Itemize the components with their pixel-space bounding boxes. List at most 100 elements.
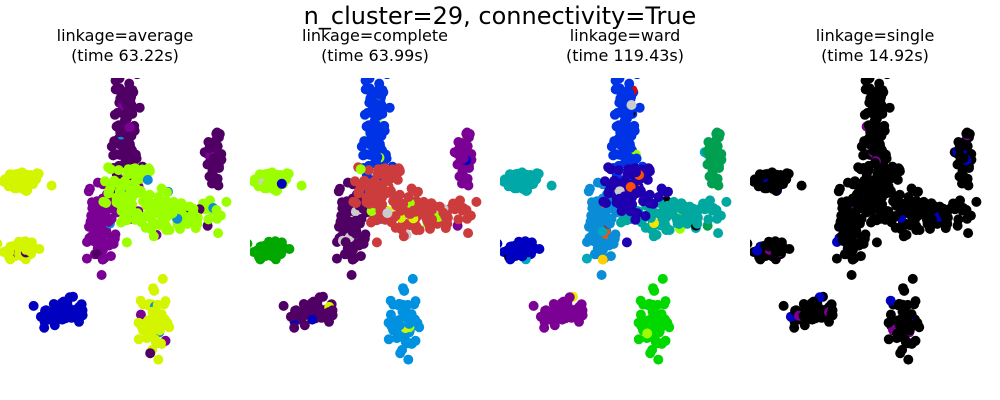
- scatter-point: [153, 354, 164, 365]
- scatter-point: [348, 196, 359, 207]
- scatter-point: [307, 314, 318, 325]
- scatter-point: [48, 310, 59, 321]
- scatter-point: [296, 180, 307, 191]
- scatter-point: [760, 169, 771, 180]
- scatter-point: [600, 215, 611, 226]
- scatter-point: [561, 305, 572, 316]
- scatter-point: [414, 225, 425, 235]
- scatter-point: [712, 127, 723, 138]
- scatter-point: [133, 317, 144, 328]
- scatter-point: [57, 314, 68, 325]
- scatter-point: [271, 185, 282, 196]
- scatter-point: [654, 318, 664, 329]
- scatter-point: [153, 192, 164, 202]
- scatter-point: [612, 107, 623, 118]
- scatter-point: [350, 215, 361, 226]
- scatter-point: [383, 78, 391, 80]
- scatter-point: [0, 176, 10, 187]
- scatter-point: [383, 317, 394, 328]
- scatter-point: [638, 196, 649, 207]
- scatter-point: [363, 120, 374, 131]
- scatter-point: [355, 182, 366, 193]
- scatter-point: [453, 214, 464, 225]
- scatter-point: [885, 295, 896, 306]
- scatter-point: [403, 338, 414, 349]
- scatter-point: [624, 78, 635, 89]
- panel-title-time: (time 119.43s): [565, 46, 685, 65]
- scatter-point: [370, 111, 381, 122]
- panel-title-time: (time 14.92s): [821, 46, 929, 65]
- scatter-point: [611, 197, 622, 208]
- scatter-point: [510, 181, 521, 192]
- scatter-plot-average: [0, 78, 232, 365]
- scatter-point: [167, 208, 178, 219]
- scatter-point: [371, 237, 382, 248]
- scatter-point: [404, 318, 414, 329]
- scatter-point: [833, 186, 844, 197]
- panel-title-linkage: linkage=complete: [302, 26, 448, 45]
- scatter-point: [907, 273, 918, 284]
- scatter-point: [116, 217, 126, 228]
- scatter-point: [276, 237, 287, 248]
- scatter-point: [132, 208, 143, 219]
- panel-ward: linkage=ward (time 119.43s): [500, 26, 750, 396]
- scatter-point: [365, 93, 376, 104]
- scatter-point: [971, 196, 982, 207]
- scatter-point: [890, 211, 901, 221]
- scatter-point: [605, 164, 616, 175]
- scatter-point: [276, 178, 287, 189]
- scatter-point: [855, 251, 866, 262]
- scatter-point: [207, 178, 217, 189]
- scatter-point: [874, 87, 885, 98]
- panel-title: linkage=ward (time 119.43s): [500, 26, 750, 66]
- scatter-point: [203, 214, 214, 225]
- scatter-point: [204, 143, 215, 154]
- scatter-point: [144, 320, 155, 331]
- scatter-point: [876, 100, 887, 110]
- scatter-point: [874, 78, 885, 89]
- scatter-point: [388, 196, 399, 207]
- scatter-point: [940, 211, 951, 222]
- scatter-point: [898, 198, 909, 209]
- scatter-point: [624, 194, 635, 205]
- scatter-point: [19, 238, 29, 249]
- scatter-point: [393, 163, 404, 174]
- scatter-point: [865, 86, 876, 97]
- scatter-point: [39, 322, 50, 333]
- scatter-point: [271, 169, 282, 180]
- scatter-point: [366, 217, 376, 228]
- scatter-point: [789, 322, 800, 333]
- scatter-point: [771, 185, 782, 196]
- scatter-point: [903, 338, 914, 349]
- scatter-point: [591, 215, 602, 226]
- scatter-point: [133, 334, 144, 345]
- scatter-point: [866, 217, 876, 228]
- scatter-point: [142, 328, 153, 339]
- scatter-point: [21, 169, 32, 180]
- scatter-point: [596, 270, 607, 280]
- scatter-point: [621, 237, 632, 248]
- scatter-point: [107, 232, 118, 243]
- scatter-point: [519, 238, 529, 249]
- scatter-point: [97, 254, 108, 265]
- scatter-point: [221, 196, 232, 207]
- scatter-point: [362, 107, 373, 118]
- scatter-point: [308, 296, 319, 307]
- scatter-point: [609, 136, 620, 147]
- scatter-point: [412, 317, 423, 328]
- scatter-point: [903, 354, 914, 365]
- scatter-point: [252, 245, 263, 256]
- scatter-point: [799, 320, 810, 331]
- scatter-point: [21, 185, 32, 196]
- scatter-point: [642, 328, 653, 339]
- scatter-point: [597, 226, 608, 237]
- panel-title: linkage=complete (time 63.99s): [250, 26, 500, 66]
- scatter-point: [454, 143, 465, 154]
- scatter-point: [153, 338, 164, 349]
- scatter-point: [892, 174, 903, 185]
- scatter-point: [384, 102, 395, 113]
- panel-title-linkage: linkage=average: [56, 26, 194, 45]
- scatter-point: [152, 299, 163, 310]
- scatter-point: [360, 78, 371, 86]
- scatter-point: [546, 180, 557, 191]
